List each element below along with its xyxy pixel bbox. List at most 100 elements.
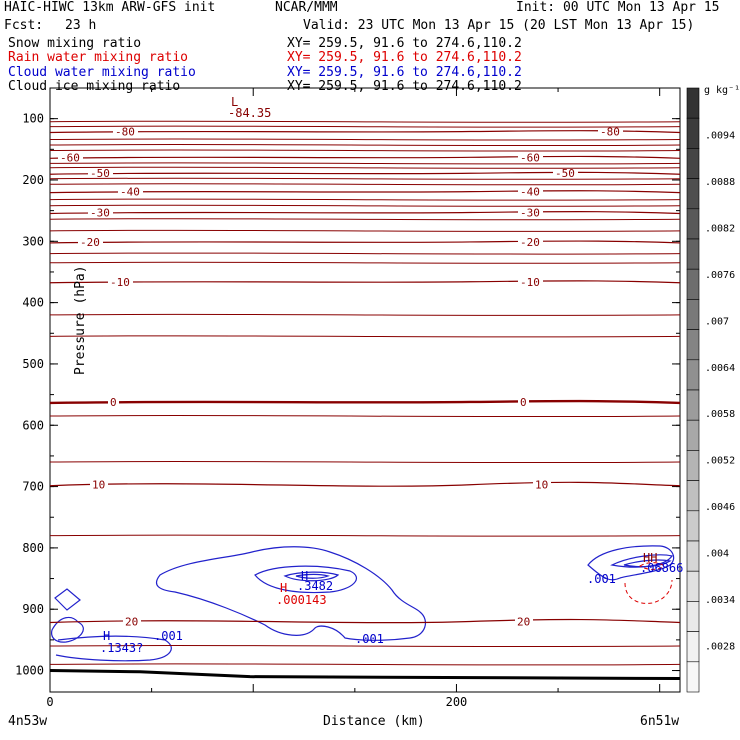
colorbar-swatch (686, 540, 700, 572)
isotherm-line (49, 211, 681, 215)
field-xy-cloud-water: XY= 259.5, 91.6 to 274.6,110.2 (287, 65, 522, 80)
low-marker: L (231, 95, 238, 109)
cloud-water-contour-label: .001 (587, 572, 616, 586)
model-title: HAIC-HIWC 13km ARW-GFS init (4, 0, 216, 15)
forecast-value: 23 h (65, 18, 97, 33)
colorbar-tick-label: .0088 (705, 177, 735, 188)
isotherm-line-extra (49, 204, 681, 207)
isotherm-label-bg (598, 125, 623, 137)
cloud-water-max-marker-3: HH (643, 551, 657, 565)
field-name-cloud-water: Cloud water mixing ratio (8, 65, 196, 80)
isotherm-label: -40 (520, 186, 540, 199)
colorbar-tick-label: .007 (705, 316, 729, 327)
cloud-water-contour (254, 565, 357, 594)
isotherm-line-extra (49, 162, 681, 165)
isotherm-label: -60 (60, 151, 80, 164)
field-name-rain: Rain water mixing ratio (8, 50, 189, 65)
y-tick-label: 600 (22, 418, 44, 432)
colorbar-swatch (686, 570, 700, 602)
isotherm-line-extra (49, 138, 681, 141)
isotherm-label: -10 (520, 276, 540, 289)
org-title: NCAR/MMM (275, 0, 338, 15)
isotherm-line-extra (49, 218, 681, 221)
isotherm-label-bg (518, 395, 529, 407)
forecast-label: Fcst: (4, 18, 44, 33)
colorbar-tick-label: .0064 (705, 363, 735, 374)
colorbar-swatch (686, 450, 700, 481)
cloud-water-max-marker-2: H (103, 629, 110, 643)
valid-time: Valid: 23 UTC Mon 13 Apr 15 (20 LST Mon … (303, 18, 695, 33)
rain-max-value: .000143 (276, 593, 327, 607)
isotherm-line-extra (49, 663, 681, 666)
isotherm-line-extra (49, 534, 681, 537)
isotherm-label-bg (518, 185, 543, 197)
low-value: -84.35 (228, 106, 271, 120)
isotherm-label: 10 (535, 479, 548, 492)
cloud-water-contour-label: .001 (355, 632, 384, 646)
rain-water-contours (624, 562, 673, 604)
y-tick-label: 700 (22, 480, 44, 494)
isotherm-line-extra (49, 125, 681, 128)
colorbar-swatch (686, 601, 700, 632)
colorbar-swatch (686, 419, 700, 451)
isotherm-label: 0 (520, 396, 527, 409)
isotherm-line (49, 190, 681, 194)
isotherm-label-bg (113, 125, 138, 137)
isotherm-label: 0 (110, 396, 117, 409)
rain-water-contour (639, 562, 665, 570)
isotherm-label: -50 (90, 167, 110, 180)
isotherm-line-extra (49, 198, 681, 201)
cloud-water-max-value-2: .1343? (100, 641, 143, 655)
isotherm-label: -60 (520, 151, 540, 164)
field-xy-rain: XY= 259.5, 91.6 to 274.6,110.2 (287, 50, 522, 65)
y-tick-label: 500 (22, 357, 44, 371)
isotherm-line (49, 130, 681, 134)
colorbar-swatch (686, 299, 700, 330)
isotherm-line (49, 171, 681, 175)
y-tick-label: 300 (22, 234, 44, 248)
field-xy-cloud-ice: XY= 259.5, 91.6 to 274.6,110.2 (287, 79, 522, 94)
colorbar-tick-label: .0082 (705, 223, 735, 234)
colorbar-tick-label: .0052 (705, 456, 735, 467)
isotherm-line-extra (49, 252, 681, 255)
y-tick-label: 900 (22, 602, 44, 616)
isotherm-label-bg (518, 151, 543, 163)
isotherm-line (49, 155, 681, 159)
isotherm-line-extra (49, 414, 681, 418)
cloud-water-contour (51, 616, 84, 643)
temperature-contours: -80 -80 -60 -60 -50 -50 -40 -40 -30 -30 -20 -20 -10 -… (49, 120, 681, 681)
cloud-water-contour (283, 571, 340, 582)
plot-frame (49, 87, 681, 693)
colorbar-tick-label: .0046 (705, 502, 735, 513)
isotherm-label-bg (88, 167, 113, 179)
colorbar: .0094 .0088 .0082 .0076 .007 .0064 .0058 .0052.… (686, 87, 735, 693)
isotherm-line (49, 399, 681, 405)
isotherm-label: -20 (520, 236, 540, 249)
isotherm-line-extra (49, 149, 681, 152)
cloud-water-contour (587, 545, 675, 581)
colorbar-swatch (686, 238, 700, 270)
cloud-water-contours (51, 545, 675, 662)
colorbar-swatch (686, 208, 700, 240)
colorbar-swatch (686, 148, 700, 179)
colorbar-swatch (686, 510, 700, 542)
isotherm-label: -10 (110, 276, 130, 289)
colorbar-swatch (686, 359, 700, 391)
isotherm-line-extra (49, 313, 681, 316)
isotherm-line-extra (49, 183, 681, 186)
cloud-water-contour (55, 635, 172, 662)
x-end-label: 6n51w (640, 714, 679, 729)
x-tick-label: 0 (46, 695, 53, 709)
isotherm-label: 20 (125, 615, 138, 628)
isotherm-label: -80 (115, 126, 135, 139)
field-name-cloud-ice: Cloud ice mixing ratio (8, 79, 181, 94)
y-tick-label: 200 (22, 173, 44, 187)
isotherm-label-bg (58, 151, 83, 163)
isotherm-line (49, 618, 681, 624)
cloud-water-contour (610, 554, 673, 568)
isotherm-label-bg (88, 206, 113, 218)
isotherm-line (49, 280, 681, 284)
terrain-line (49, 669, 681, 681)
x-start-label: 4n53w (8, 714, 47, 729)
